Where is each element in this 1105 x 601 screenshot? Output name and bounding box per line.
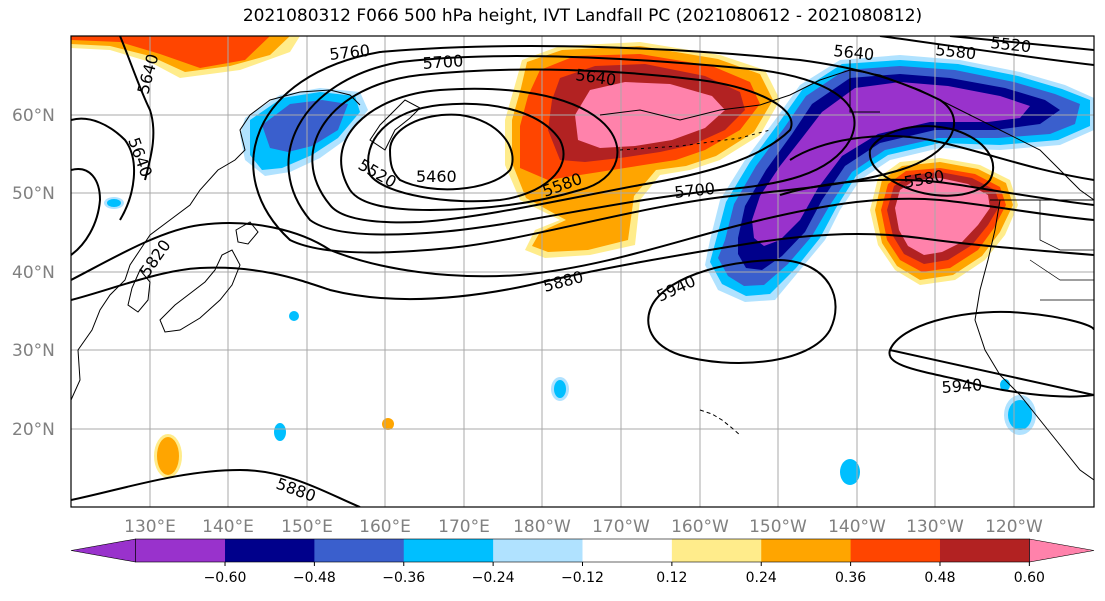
contour-5940-central bbox=[647, 258, 837, 364]
contour-label-5760: 5760 bbox=[328, 41, 370, 64]
contour-5820 bbox=[71, 197, 1094, 281]
lon-label-140w: 140°W bbox=[828, 517, 886, 537]
longitude-labels: 130°E 140°E 150°E 160°E 170°E 180°W 170°… bbox=[124, 517, 1043, 537]
colorbar-cell bbox=[939, 539, 1030, 562]
contour-5640 bbox=[311, 68, 793, 224]
height-contours bbox=[71, 36, 1094, 507]
colorbar-extend-min bbox=[70, 538, 136, 563]
colorbar-ticks: −0.60 −0.48 −0.36 −0.24 −0.12 0.12 0.24 0.36 0.4… bbox=[204, 562, 1045, 586]
contour-label-5460: 5460 bbox=[416, 167, 457, 186]
colorbar-cell bbox=[225, 539, 315, 562]
colorbar: −0.60 −0.48 −0.36 −0.24 −0.12 0.12 0.24 0.36 0.4… bbox=[70, 538, 1095, 586]
lat-label-20n: 20°N bbox=[12, 420, 55, 440]
lon-label-130w: 130°W bbox=[906, 517, 964, 537]
lon-label-160w: 160°W bbox=[671, 517, 729, 537]
contour-5640-west bbox=[119, 36, 155, 181]
colorbar-cell bbox=[582, 539, 673, 562]
coastlines bbox=[71, 60, 1094, 481]
colorbar-cell bbox=[671, 539, 762, 562]
lon-label-160e: 160°E bbox=[359, 517, 411, 537]
colorbar-tick-label: 0.36 bbox=[835, 570, 866, 586]
contour-5880 bbox=[71, 233, 1094, 301]
lon-label-170w: 170°W bbox=[592, 517, 650, 537]
contour-label-5700: 5700 bbox=[422, 51, 464, 73]
colorbar-cell bbox=[850, 539, 941, 562]
contour-label-5520: 5520 bbox=[990, 33, 1032, 56]
contour-left-mid bbox=[71, 168, 102, 256]
us-state-borders bbox=[1029, 200, 1094, 301]
colorbar-tick-label: −0.24 bbox=[472, 570, 515, 586]
japan-coastline bbox=[159, 249, 241, 333]
contour-label-5940: 5940 bbox=[941, 375, 983, 397]
contour-5580 bbox=[340, 87, 619, 212]
colorbar-tick-label: −0.12 bbox=[561, 570, 604, 586]
kamchatka-coastline bbox=[369, 99, 421, 151]
lon-label-170e: 170°E bbox=[438, 517, 490, 537]
colorbar-tick-label: −0.48 bbox=[293, 570, 336, 586]
colorbar-tick-label: 0.60 bbox=[1014, 570, 1045, 586]
contour-right-5760 bbox=[779, 178, 1094, 206]
map-title: 2021080312 F066 500 hPa height, IVT Land… bbox=[242, 6, 923, 26]
gridlines bbox=[71, 36, 1094, 507]
colorbar-cell bbox=[493, 539, 583, 562]
colorbar-cell bbox=[403, 539, 494, 562]
contour-5880-south bbox=[71, 468, 361, 507]
lon-label-140e: 140°E bbox=[202, 517, 254, 537]
lat-label-50n: 50°N bbox=[12, 184, 55, 204]
contour-label-5700: 5700 bbox=[673, 179, 715, 202]
contour-5940-east bbox=[888, 310, 1094, 398]
contour-right-5700 bbox=[789, 135, 1094, 181]
alaska-border bbox=[849, 60, 880, 113]
colorbar-cell bbox=[761, 539, 852, 562]
colorbar-cell bbox=[135, 539, 226, 562]
contour-5700 bbox=[287, 55, 856, 236]
lon-label-150e: 150°E bbox=[281, 517, 333, 537]
colorbar-tick-label: 0.48 bbox=[924, 570, 955, 586]
contour-label-5640: 5640 bbox=[833, 41, 875, 64]
contour-right-top-5580 bbox=[879, 36, 1094, 66]
hawaii-islands bbox=[699, 409, 741, 436]
latitude-labels: 60°N 50°N 40°N 30°N 20°N bbox=[12, 106, 55, 440]
colorbar-cell bbox=[314, 539, 405, 562]
colorbar-cells bbox=[70, 538, 1095, 563]
lat-label-30n: 30°N bbox=[12, 341, 55, 361]
colorbar-tick-label: −0.36 bbox=[382, 570, 425, 586]
lon-label-130e: 130°E bbox=[124, 517, 176, 537]
colorbar-tick-label: −0.60 bbox=[204, 570, 247, 586]
contour-left-low bbox=[71, 117, 136, 221]
map-frame bbox=[70, 35, 1095, 508]
contour-right-top-5520 bbox=[949, 36, 1094, 51]
lat-label-60n: 60°N bbox=[12, 106, 55, 126]
lon-label-180w: 180°W bbox=[513, 517, 571, 537]
colorbar-extend-max bbox=[1029, 538, 1095, 563]
colorbar-tick-label: 0.12 bbox=[656, 570, 687, 586]
korea-coastline bbox=[127, 269, 151, 313]
colorbar-tick-label: 0.24 bbox=[746, 570, 777, 586]
lat-label-40n: 40°N bbox=[12, 263, 55, 283]
north-america-west-coast bbox=[974, 199, 1094, 481]
contour-5460 bbox=[388, 113, 514, 191]
lon-label-120w: 120°W bbox=[985, 517, 1043, 537]
contour-5760 bbox=[252, 45, 956, 254]
asia-coastline bbox=[71, 89, 361, 401]
contour-5520 bbox=[367, 102, 565, 203]
contour-label-5580: 5580 bbox=[935, 40, 977, 63]
lon-label-150w: 150°W bbox=[749, 517, 807, 537]
